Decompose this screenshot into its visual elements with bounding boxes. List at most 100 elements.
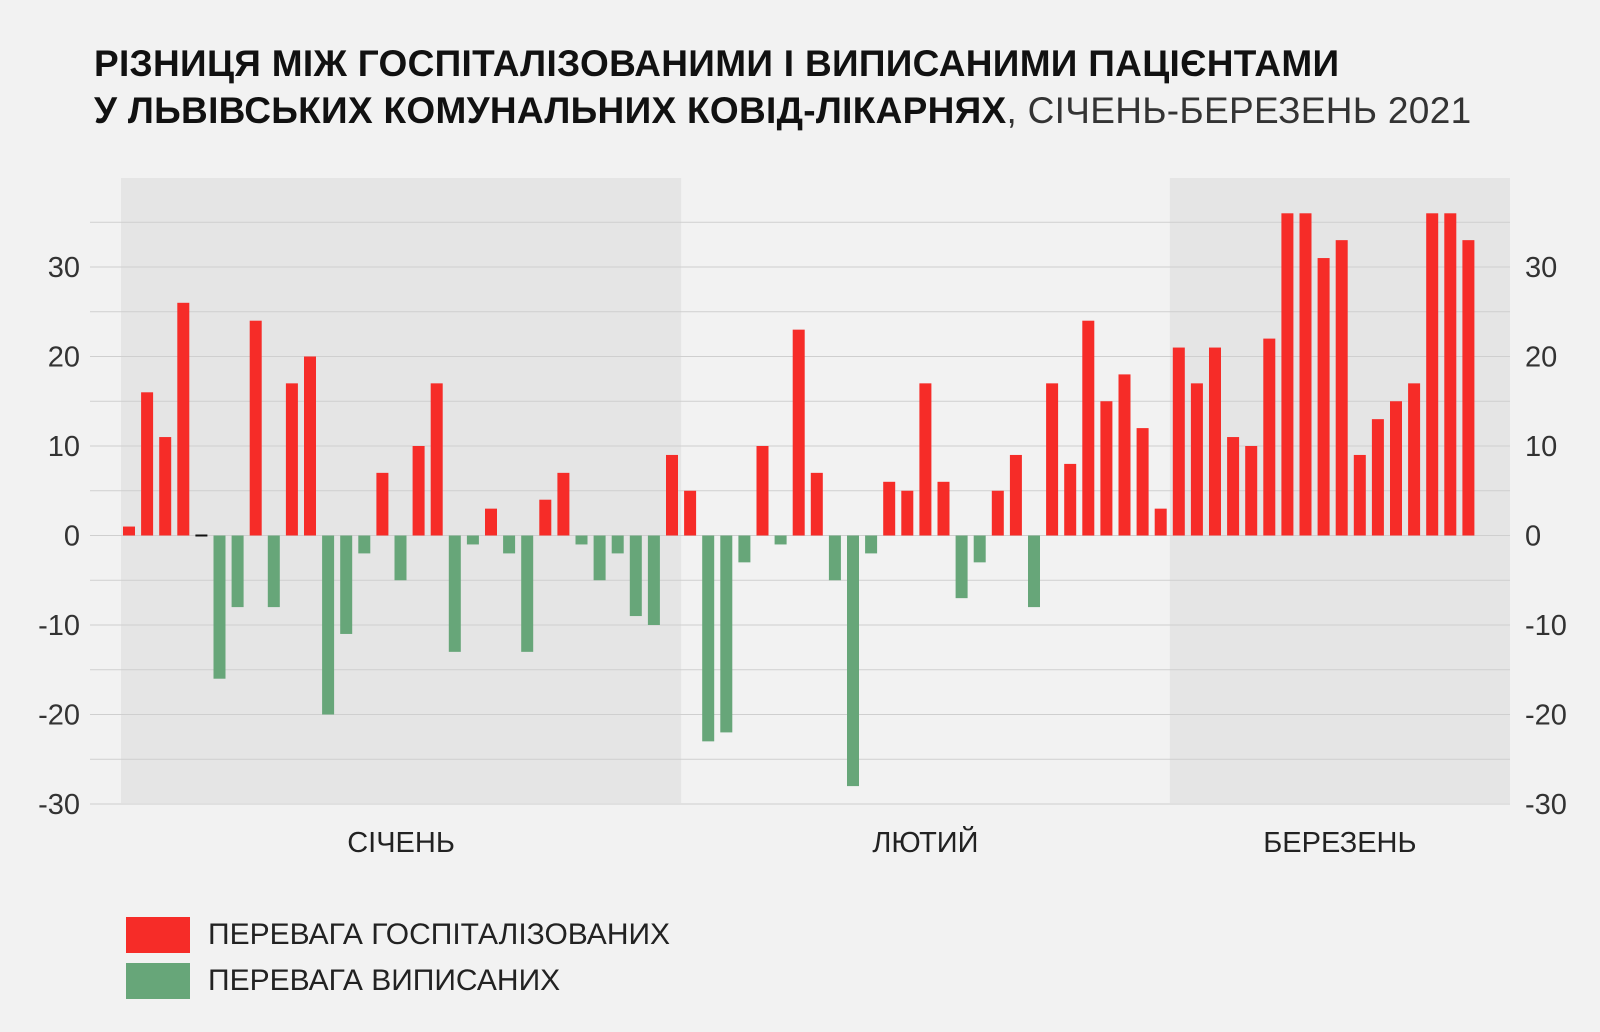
- legend-label-positive: ПЕРЕВАГА ГОСПІТАЛІЗОВАНИХ: [208, 918, 671, 951]
- title-line-1: РІЗНИЦЯ МІЖ ГОСПІТАЛІЗОВАНИМИ І ВИПИСАНИ…: [94, 43, 1340, 84]
- y-tick-left: 10: [48, 431, 80, 463]
- y-tick-left: -10: [38, 610, 80, 642]
- bar-10: [285, 383, 298, 536]
- legend-item-positive: ПЕРЕВАГА ГОСПІТАЛІЗОВАНИХ: [126, 912, 670, 958]
- y-tick-right: 10: [1525, 431, 1557, 463]
- y-tick-right: 30: [1525, 252, 1557, 284]
- bar-17: [412, 446, 425, 536]
- bar-72: [1408, 383, 1421, 536]
- y-tick-left: 20: [48, 342, 80, 374]
- month-label-1: СІЧЕНЬ: [347, 827, 455, 859]
- bar-66: [1299, 213, 1312, 536]
- bar-1: [123, 526, 135, 536]
- bar-36: [756, 446, 769, 536]
- bar-53: [1064, 463, 1077, 536]
- bar-65: [1281, 213, 1294, 536]
- bar-37: [774, 535, 787, 545]
- bar-55: [1100, 401, 1113, 536]
- bar-42: [865, 535, 878, 554]
- bar-56: [1118, 374, 1131, 536]
- bar-34: [720, 535, 733, 733]
- y-tick-left: -20: [38, 700, 80, 732]
- legend: ПЕРЕВАГА ГОСПІТАЛІЗОВАНИХ ПЕРЕВАГА ВИПИС…: [126, 912, 670, 1004]
- chart-title: РІЗНИЦЯ МІЖ ГОСПІТАЛІЗОВАНИМИ І ВИПИСАНИ…: [94, 40, 1471, 134]
- bar-14: [358, 535, 371, 554]
- bar-24: [539, 499, 552, 536]
- bar-32: [684, 490, 697, 536]
- legend-swatch-positive: [126, 917, 190, 953]
- bar-9: [267, 535, 280, 608]
- bar-43: [883, 481, 896, 536]
- bar-48: [973, 535, 986, 563]
- y-tick-right: 20: [1525, 342, 1557, 374]
- bar-27: [593, 535, 606, 581]
- bar-51: [1028, 535, 1040, 608]
- bar-20: [466, 535, 479, 545]
- bar-35: [738, 535, 751, 563]
- month-label-3: БЕРЕЗЕНЬ: [1263, 827, 1416, 859]
- bar-41: [847, 535, 859, 787]
- bar-3: [159, 437, 172, 536]
- y-tick-right: -20: [1525, 700, 1567, 732]
- bar-chart: СІЧЕНЬ ЛЮТИЙ БЕРЕЗЕНЬ -30 -30 -20 -20 -10 -10 0 0 1…: [38, 178, 1567, 859]
- bar-19: [448, 535, 461, 652]
- bar-67: [1317, 258, 1330, 536]
- bar-8: [249, 320, 262, 536]
- bar-38: [792, 329, 805, 536]
- bar-47: [955, 535, 968, 599]
- bar-57: [1136, 428, 1149, 536]
- bar-7: [231, 535, 244, 608]
- bar-29: [629, 535, 642, 617]
- bar-46: [937, 481, 950, 536]
- bar-68: [1335, 240, 1348, 536]
- bar-49: [991, 490, 1004, 536]
- y-tick-right: 0: [1525, 521, 1541, 553]
- title-line-2-light: , СІЧЕНЬ-БЕРЕЗЕНЬ 2021: [1006, 90, 1472, 131]
- legend-swatch-negative: [126, 963, 190, 999]
- bar-58: [1154, 508, 1167, 536]
- bar-62: [1227, 437, 1240, 536]
- bar-74: [1444, 213, 1457, 536]
- bar-59: [1172, 347, 1185, 536]
- legend-label-negative: ПЕРЕВАГА ВИПИСАНИХ: [208, 964, 561, 997]
- bar-11: [304, 356, 316, 536]
- bar-61: [1209, 347, 1221, 536]
- y-tick-left: 30: [48, 252, 80, 284]
- bar-64: [1263, 338, 1276, 536]
- bar-33: [702, 535, 715, 742]
- bar-30: [647, 535, 660, 625]
- bar-25: [557, 472, 570, 536]
- bar-28: [611, 535, 624, 554]
- bar-16: [394, 535, 407, 581]
- title-line-2-bold: У ЛЬВІВСЬКИХ КОМУНАЛЬНИХ КОВІД-ЛІКАРНЯХ: [94, 90, 1007, 131]
- bar-21: [485, 508, 497, 536]
- bar-40: [828, 535, 841, 581]
- bar-26: [575, 535, 588, 545]
- bar-15: [376, 472, 389, 536]
- bar-23: [521, 535, 534, 652]
- bar-5: [195, 534, 208, 537]
- legend-item-negative: ПЕРЕВАГА ВИПИСАНИХ: [126, 958, 670, 1004]
- bar-60: [1190, 383, 1203, 536]
- bar-50: [1009, 454, 1022, 536]
- bar-31: [666, 454, 678, 536]
- bar-22: [503, 535, 516, 554]
- bar-52: [1046, 383, 1059, 536]
- y-tick-right: -10: [1525, 610, 1567, 642]
- bar-75: [1462, 240, 1475, 536]
- bar-12: [322, 535, 335, 715]
- bar-6: [213, 535, 226, 679]
- month-label-2: ЛЮТИЙ: [872, 825, 978, 859]
- bar-73: [1426, 213, 1439, 536]
- y-tick-left: 0: [64, 521, 80, 553]
- bar-70: [1371, 419, 1384, 536]
- y-tick-right: -30: [1525, 789, 1567, 821]
- bar-4: [177, 302, 190, 536]
- title-line-2: У ЛЬВІВСЬКИХ КОМУНАЛЬНИХ КОВІД-ЛІКАРНЯХ,…: [94, 87, 1471, 134]
- bar-69: [1353, 454, 1366, 536]
- bar-44: [901, 490, 914, 536]
- bar-54: [1082, 320, 1095, 536]
- bar-39: [810, 472, 823, 536]
- bar-18: [430, 383, 443, 536]
- bar-2: [141, 392, 154, 536]
